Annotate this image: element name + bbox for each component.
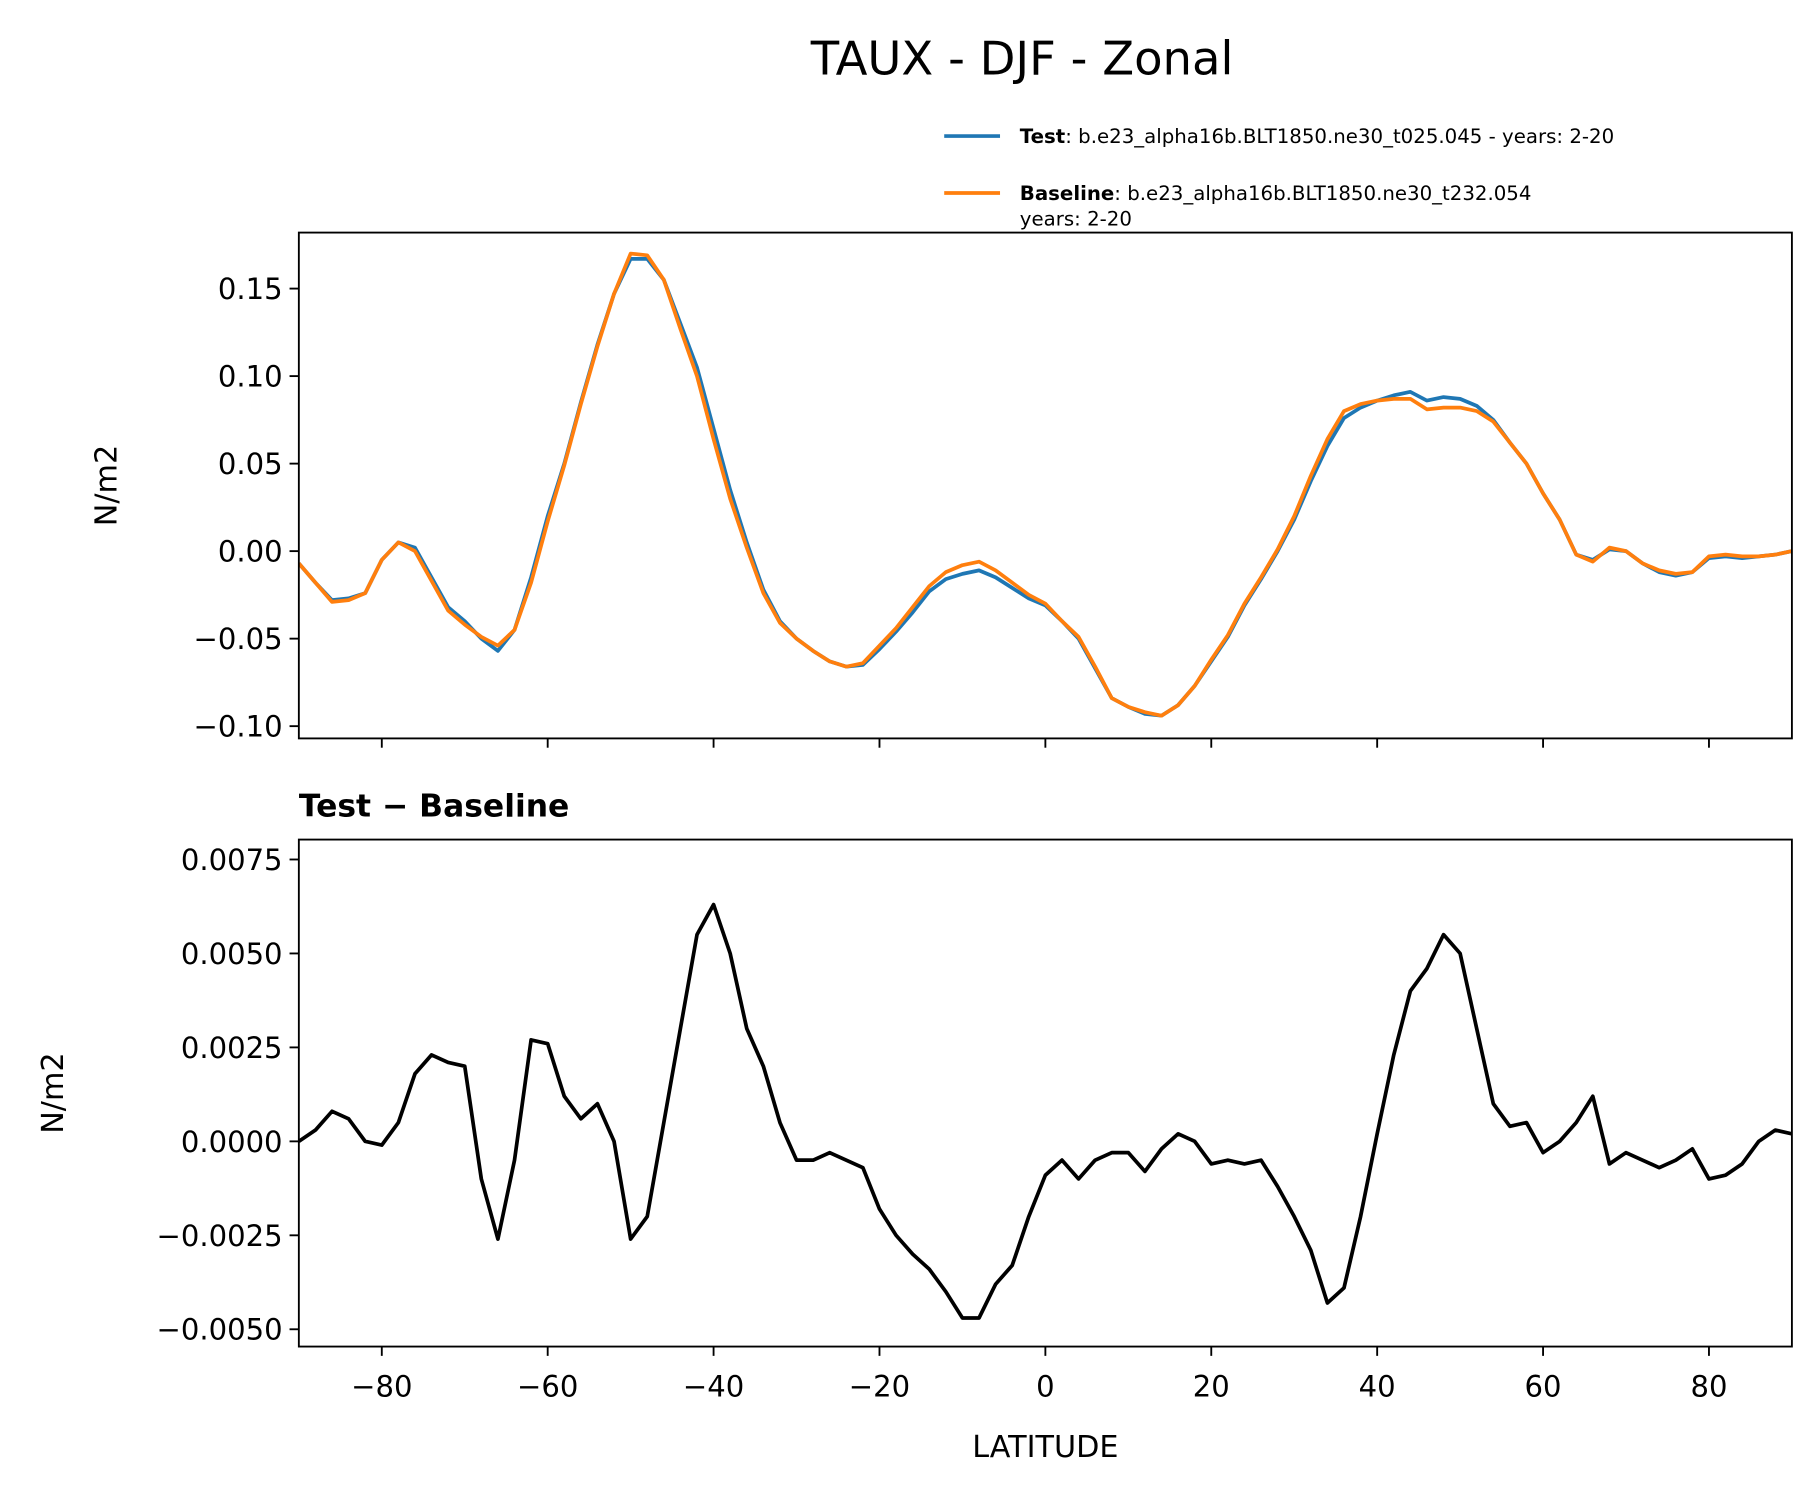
- x-tick-label: 0: [1036, 1370, 1055, 1404]
- y-axis-label: N/m2: [36, 1052, 71, 1133]
- legend-name: Test: [1020, 125, 1065, 148]
- y-tick-label: 0.0000: [181, 1125, 283, 1159]
- y-axis-label: N/m2: [89, 445, 124, 526]
- legend-description: : b.e23_alpha16b.BLT1850.ne30_t025.045 -…: [1065, 125, 1614, 148]
- legend-name: Baseline: [1020, 182, 1115, 205]
- x-tick-label: −80: [351, 1370, 412, 1404]
- y-tick-label: 0.15: [218, 272, 283, 306]
- axes-frame: [297, 231, 1793, 740]
- legend-entry: Test: b.e23_alpha16b.BLT1850.ne30_t025.0…: [1020, 125, 1614, 148]
- y-tick-label: −0.10: [194, 710, 283, 744]
- data-line: [298, 902, 1792, 1320]
- axes-frame: [297, 838, 1793, 1348]
- legend-description: years: 2-20: [1020, 208, 1132, 231]
- data-line: [298, 251, 1792, 718]
- figure-title: TAUX - DJF - Zonal: [810, 31, 1234, 85]
- y-tick-label: −0.05: [194, 622, 283, 656]
- y-tick-label: 0.00: [218, 535, 283, 569]
- x-tick-label: 20: [1193, 1370, 1230, 1404]
- y-tick-label: 0.10: [218, 360, 283, 394]
- subplot-title: Test − Baseline: [299, 788, 570, 824]
- legend-entry: Baseline: b.e23_alpha16b.BLT1850.ne30_t2…: [1020, 182, 1532, 231]
- x-axis-label: LATITUDE: [972, 1430, 1118, 1465]
- x-tick-label: 60: [1525, 1370, 1562, 1404]
- legend-description: : b.e23_alpha16b.BLT1850.ne30_t232.054: [1114, 182, 1531, 205]
- x-tick-label: −40: [683, 1370, 744, 1404]
- x-tick-label: −20: [849, 1370, 910, 1404]
- y-tick-label: 0.0075: [181, 843, 283, 877]
- y-tick-label: −0.0025: [157, 1219, 283, 1253]
- x-tick-label: −60: [517, 1370, 578, 1404]
- x-tick-label: 40: [1359, 1370, 1396, 1404]
- y-tick-label: 0.05: [218, 447, 283, 481]
- y-tick-label: 0.0025: [181, 1031, 283, 1065]
- x-tick-label: 80: [1690, 1370, 1727, 1404]
- y-tick-label: −0.0050: [157, 1313, 283, 1347]
- y-tick-label: 0.0050: [181, 937, 283, 971]
